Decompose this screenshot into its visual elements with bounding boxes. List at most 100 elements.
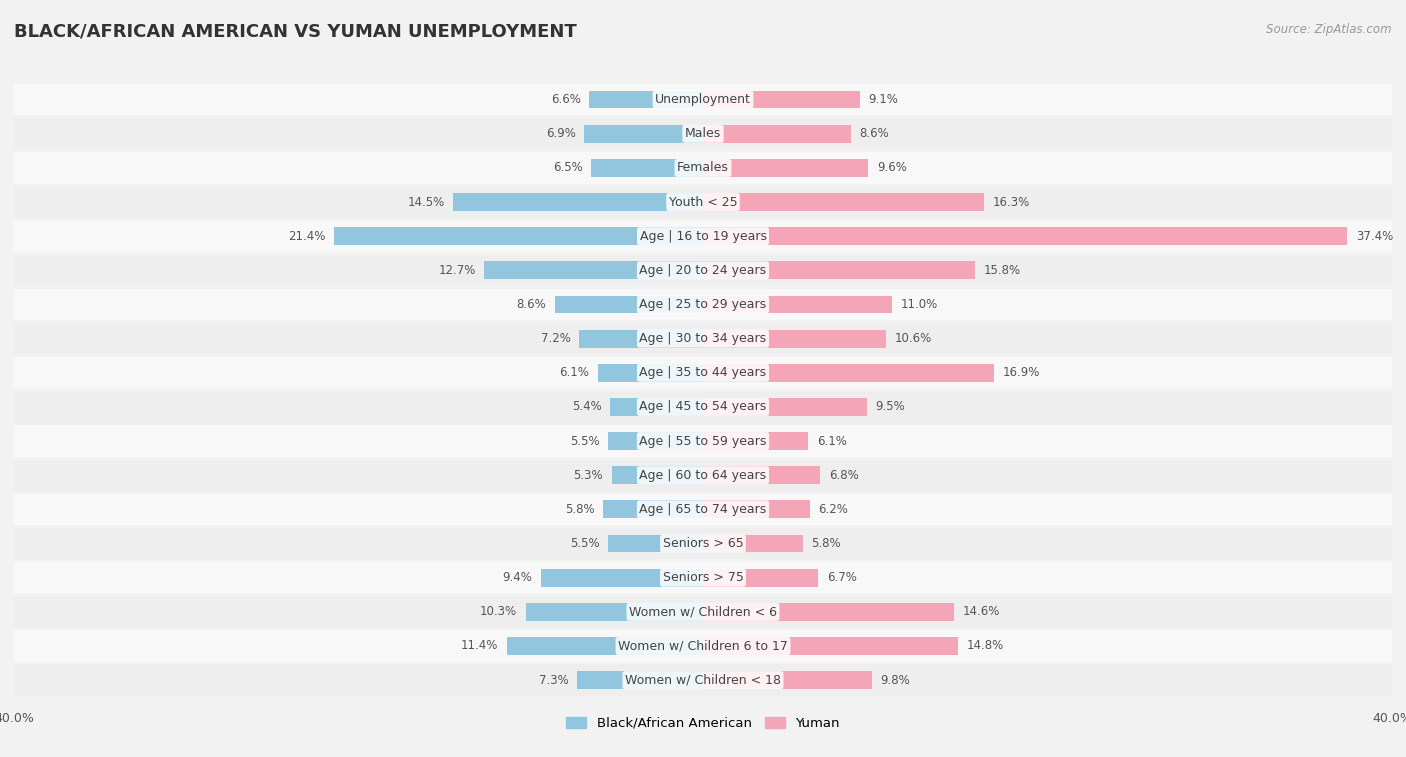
Text: Source: ZipAtlas.com: Source: ZipAtlas.com <box>1267 23 1392 36</box>
Text: 16.9%: 16.9% <box>1002 366 1040 379</box>
Bar <box>703 125 851 142</box>
Text: Age | 45 to 54 years: Age | 45 to 54 years <box>640 400 766 413</box>
Bar <box>703 159 869 177</box>
Bar <box>703 671 872 689</box>
Text: 7.3%: 7.3% <box>538 674 568 687</box>
Bar <box>579 330 703 347</box>
Bar <box>612 466 703 484</box>
Text: Seniors > 75: Seniors > 75 <box>662 572 744 584</box>
Bar <box>14 631 1392 662</box>
Text: 8.6%: 8.6% <box>859 127 890 140</box>
Bar <box>703 364 994 382</box>
Text: Women w/ Children < 6: Women w/ Children < 6 <box>628 606 778 618</box>
Text: 6.5%: 6.5% <box>553 161 582 174</box>
Bar <box>14 562 1392 593</box>
Text: 6.2%: 6.2% <box>818 503 848 516</box>
Text: 9.5%: 9.5% <box>875 400 905 413</box>
Text: 16.3%: 16.3% <box>993 195 1029 208</box>
Bar <box>14 459 1392 491</box>
Bar <box>14 391 1392 422</box>
Bar <box>591 159 703 177</box>
Bar <box>14 84 1392 115</box>
Text: 14.8%: 14.8% <box>966 640 1004 653</box>
Text: 11.0%: 11.0% <box>901 298 938 311</box>
Text: 6.8%: 6.8% <box>828 469 859 481</box>
Text: Seniors > 65: Seniors > 65 <box>662 537 744 550</box>
Bar <box>610 398 703 416</box>
Bar <box>609 534 703 553</box>
Bar <box>484 261 703 279</box>
Text: 9.1%: 9.1% <box>869 93 898 106</box>
Text: 15.8%: 15.8% <box>984 264 1021 277</box>
Bar <box>703 466 820 484</box>
Bar <box>703 330 886 347</box>
Text: Age | 65 to 74 years: Age | 65 to 74 years <box>640 503 766 516</box>
Bar <box>14 425 1392 456</box>
Text: 9.8%: 9.8% <box>880 674 910 687</box>
Bar <box>14 152 1392 184</box>
Text: 9.4%: 9.4% <box>502 572 533 584</box>
Text: 11.4%: 11.4% <box>461 640 498 653</box>
Bar <box>526 603 703 621</box>
Bar <box>14 118 1392 149</box>
Text: BLACK/AFRICAN AMERICAN VS YUMAN UNEMPLOYMENT: BLACK/AFRICAN AMERICAN VS YUMAN UNEMPLOY… <box>14 23 576 41</box>
Bar <box>453 193 703 211</box>
Bar <box>598 364 703 382</box>
Bar <box>14 357 1392 388</box>
Bar <box>14 323 1392 354</box>
Bar <box>14 494 1392 525</box>
Text: 37.4%: 37.4% <box>1355 229 1393 243</box>
Text: Age | 55 to 59 years: Age | 55 to 59 years <box>640 435 766 447</box>
Bar <box>14 528 1392 559</box>
Text: Females: Females <box>678 161 728 174</box>
Text: 21.4%: 21.4% <box>288 229 326 243</box>
Bar <box>583 125 703 142</box>
Text: 6.7%: 6.7% <box>827 572 856 584</box>
Text: Women w/ Children 6 to 17: Women w/ Children 6 to 17 <box>619 640 787 653</box>
Bar <box>578 671 703 689</box>
Text: 5.8%: 5.8% <box>811 537 841 550</box>
Bar <box>703 295 893 313</box>
Bar <box>589 91 703 108</box>
Bar <box>14 596 1392 628</box>
Bar <box>14 665 1392 696</box>
Text: 6.1%: 6.1% <box>560 366 589 379</box>
Bar <box>703 193 984 211</box>
Bar <box>14 288 1392 320</box>
Text: 6.6%: 6.6% <box>551 93 581 106</box>
Bar <box>541 569 703 587</box>
Text: 6.1%: 6.1% <box>817 435 846 447</box>
Text: 14.5%: 14.5% <box>408 195 444 208</box>
Bar <box>703 398 866 416</box>
Bar <box>703 637 957 655</box>
Bar <box>703 227 1347 245</box>
Bar <box>703 500 810 519</box>
Text: 10.6%: 10.6% <box>894 332 931 345</box>
Text: 6.9%: 6.9% <box>546 127 575 140</box>
Text: Unemployment: Unemployment <box>655 93 751 106</box>
Bar <box>506 637 703 655</box>
Text: 12.7%: 12.7% <box>439 264 475 277</box>
Bar <box>703 534 803 553</box>
Text: 8.6%: 8.6% <box>516 298 547 311</box>
Text: Youth < 25: Youth < 25 <box>669 195 737 208</box>
Text: Age | 20 to 24 years: Age | 20 to 24 years <box>640 264 766 277</box>
Legend: Black/African American, Yuman: Black/African American, Yuman <box>561 712 845 735</box>
Text: Age | 35 to 44 years: Age | 35 to 44 years <box>640 366 766 379</box>
Bar <box>703 569 818 587</box>
Text: Age | 25 to 29 years: Age | 25 to 29 years <box>640 298 766 311</box>
Bar <box>335 227 703 245</box>
Bar <box>603 500 703 519</box>
Bar <box>703 261 976 279</box>
Text: 5.5%: 5.5% <box>569 537 599 550</box>
Bar <box>14 254 1392 286</box>
Text: 10.3%: 10.3% <box>479 606 517 618</box>
Bar <box>14 220 1392 252</box>
Bar <box>609 432 703 450</box>
Text: 5.4%: 5.4% <box>572 400 602 413</box>
Text: 9.6%: 9.6% <box>877 161 907 174</box>
Text: Age | 30 to 34 years: Age | 30 to 34 years <box>640 332 766 345</box>
Text: 14.6%: 14.6% <box>963 606 1001 618</box>
Bar <box>703 603 955 621</box>
Text: Women w/ Children < 18: Women w/ Children < 18 <box>626 674 780 687</box>
